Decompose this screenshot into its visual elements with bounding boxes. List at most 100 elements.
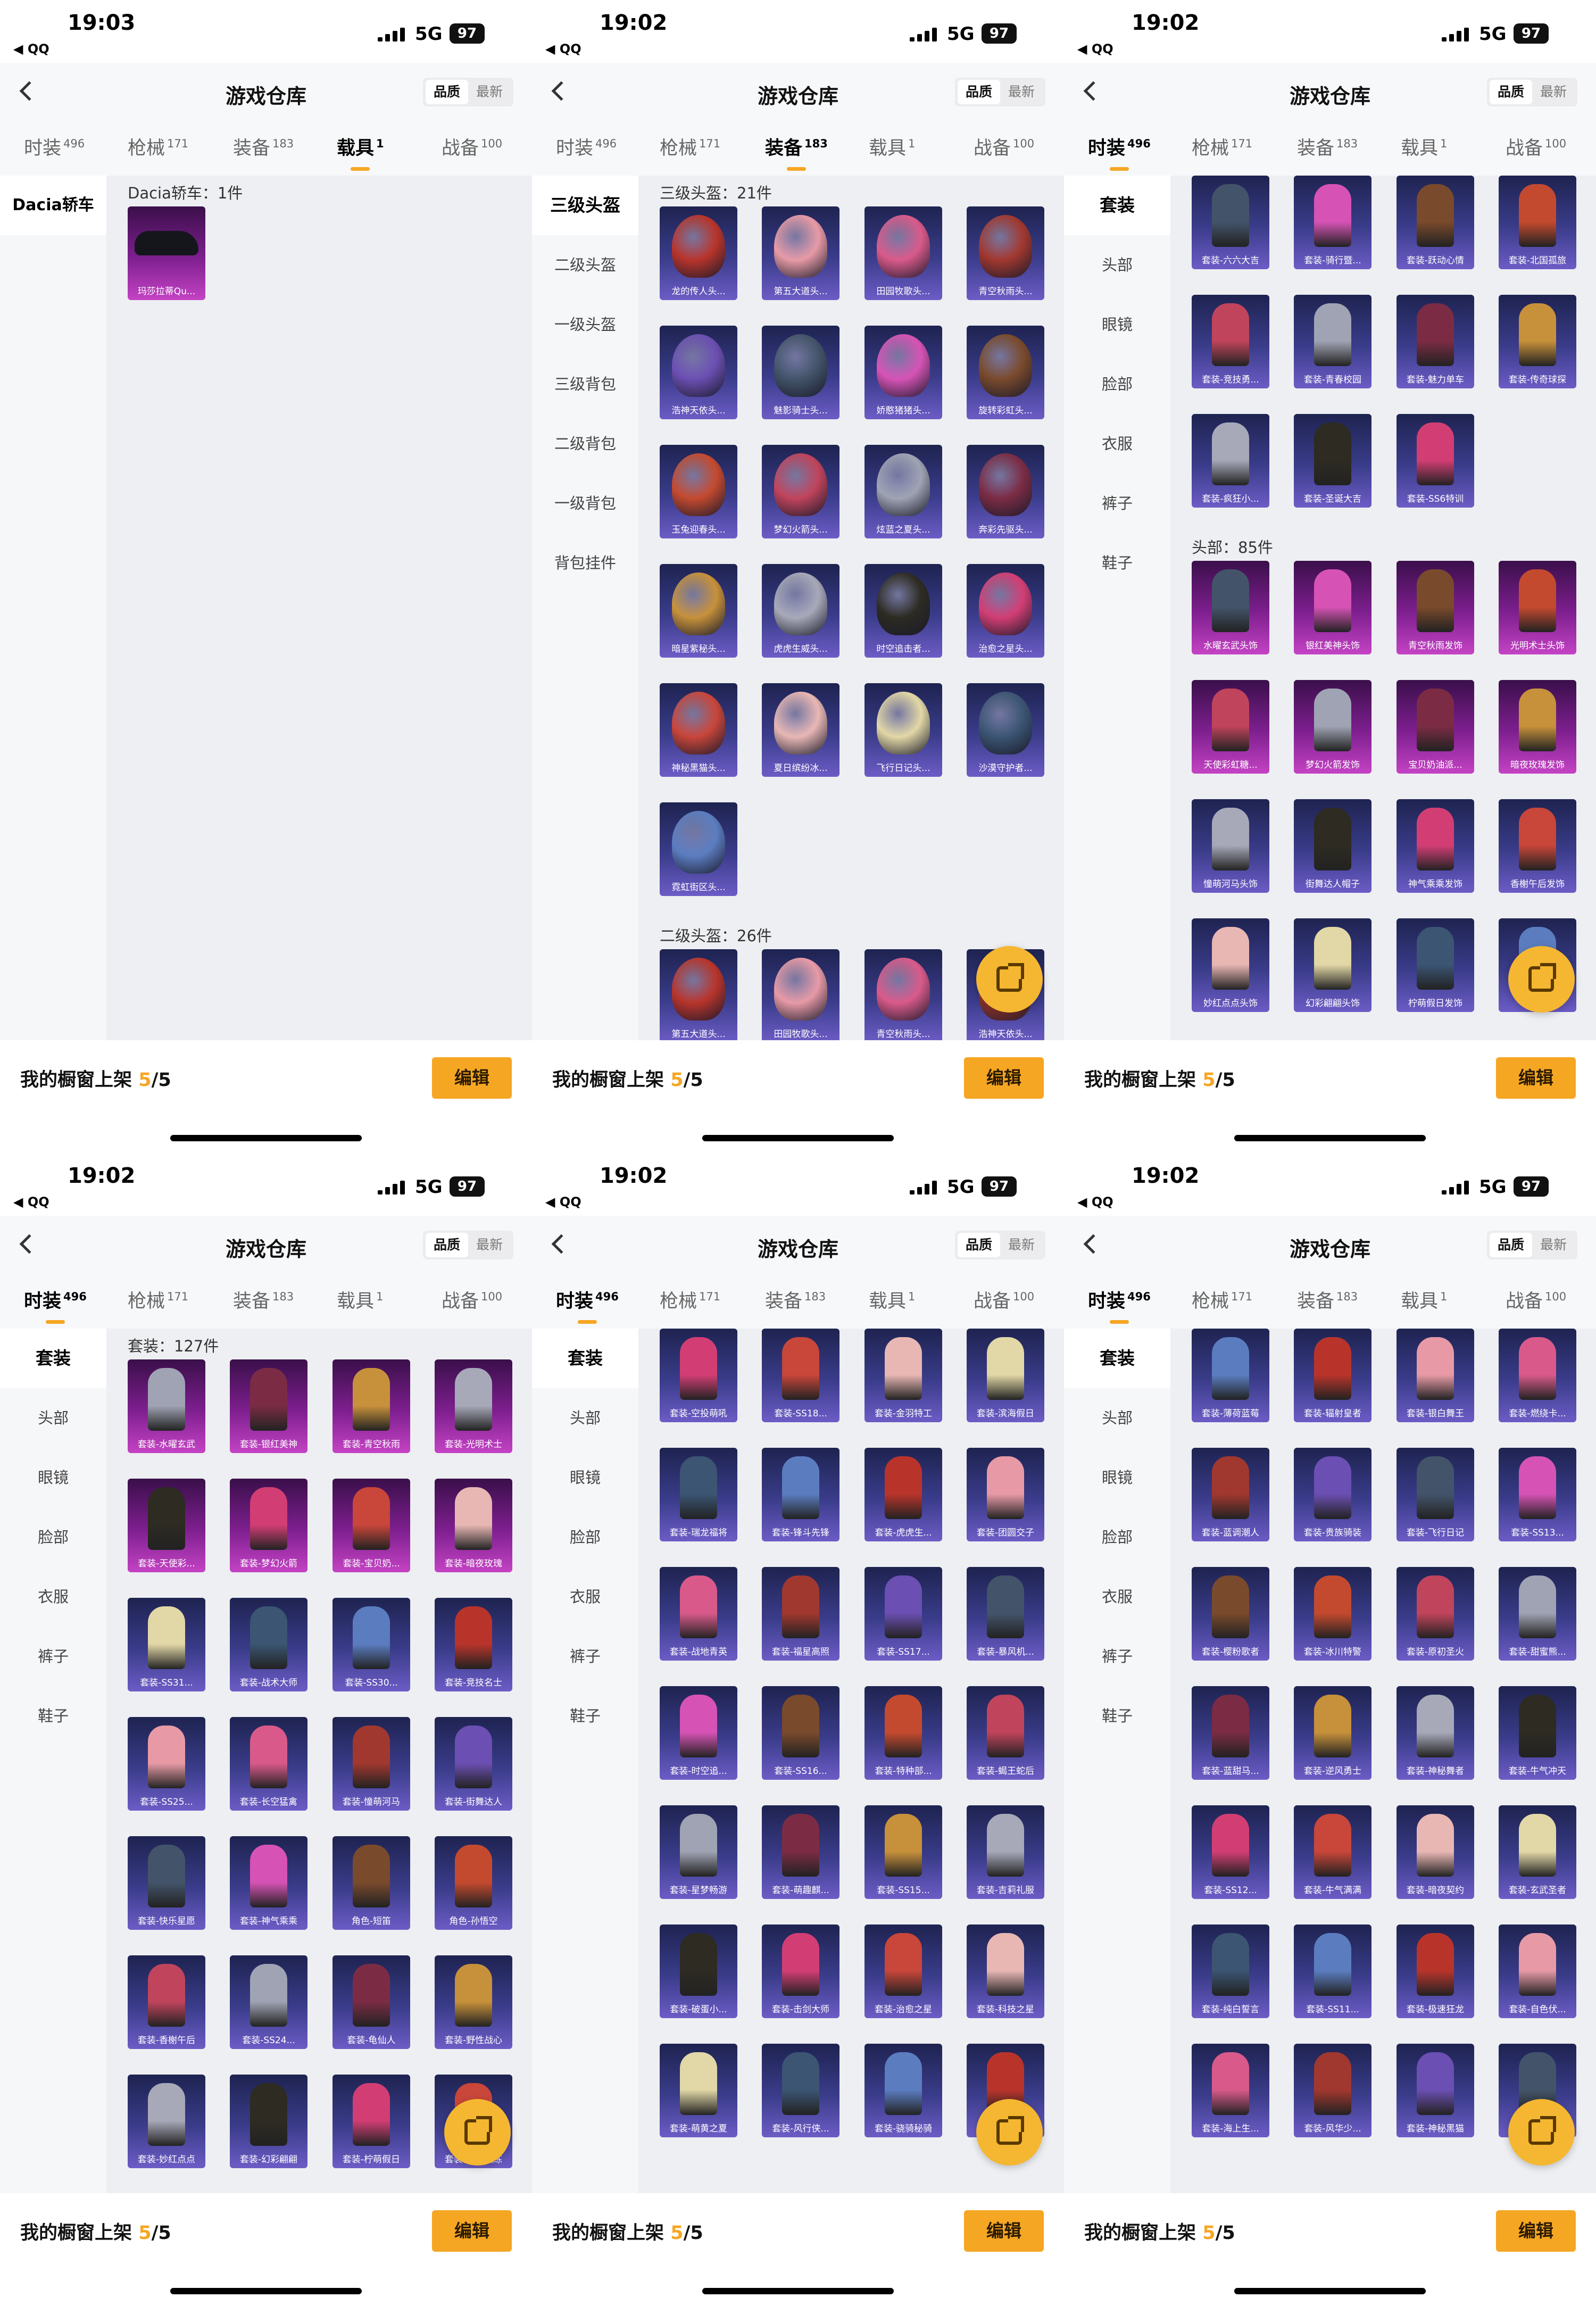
tab-1[interactable]: 枪械 171 <box>660 133 720 160</box>
item-card[interactable]: 套装-战地青英 <box>660 1567 737 1661</box>
share-fab-button[interactable] <box>444 2099 511 2166</box>
tab-1[interactable]: 枪械 171 <box>128 1286 188 1313</box>
item-card[interactable]: 套装-魅力单车 <box>1396 295 1474 388</box>
item-card[interactable]: 套装-星梦畅游 <box>660 1805 737 1899</box>
item-card[interactable]: 沙漠守护者... <box>967 683 1044 777</box>
item-card[interactable]: 套装-樱粉歌者 <box>1192 1567 1269 1661</box>
item-card[interactable]: 套装-蓝调潮人 <box>1192 1448 1269 1541</box>
sidebar-item[interactable]: 头部 <box>1101 1409 1133 1427</box>
item-card[interactable]: 套装-瑞龙福将 <box>660 1448 737 1541</box>
item-card[interactable]: 套装-击剑大师 <box>762 1925 839 2018</box>
tab-4[interactable]: 战备 100 <box>442 1286 502 1313</box>
sidebar-item[interactable]: 脸部 <box>37 1528 69 1546</box>
item-card[interactable]: 香榭午后发饰 <box>1499 799 1576 893</box>
sidebar-item[interactable]: 鞋子 <box>569 1707 601 1725</box>
item-card[interactable]: 套装-宝贝奶... <box>332 1479 410 1572</box>
item-card[interactable]: 套装-SS24... <box>230 1955 307 2049</box>
item-card[interactable]: 套装-憧萌河马 <box>332 1717 410 1811</box>
sidebar-item[interactable]: 套装 <box>1064 176 1170 235</box>
item-card[interactable]: 街舞达人帽子 <box>1294 799 1371 893</box>
item-card[interactable]: 暗星紫秘头... <box>660 564 737 658</box>
item-card[interactable]: 套装-团圆交子 <box>967 1448 1044 1541</box>
item-card[interactable]: 套装-传奇球探 <box>1499 295 1576 388</box>
edit-button[interactable]: 编辑 <box>1496 2210 1576 2252</box>
sidebar-item[interactable]: 眼镜 <box>1101 1469 1133 1487</box>
sort-latest-button[interactable]: 最新 <box>476 1237 503 1252</box>
item-card[interactable]: 套装-破蛋小... <box>660 1925 737 2018</box>
item-card[interactable]: 娇憨猪猪头... <box>864 326 942 419</box>
item-card[interactable]: 套装-贵族骑装 <box>1294 1448 1371 1541</box>
item-card[interactable]: 套装-SS15... <box>864 1805 942 1899</box>
item-card[interactable]: 套装-香榭午后 <box>128 1955 205 2049</box>
item-card[interactable]: 银红美神头饰 <box>1294 561 1371 654</box>
item-card[interactable]: 套装-吉莉礼服 <box>967 1805 1044 1899</box>
tab-3[interactable]: 载具 1 <box>1401 133 1447 160</box>
tab-4[interactable]: 战备 100 <box>442 133 502 160</box>
item-card[interactable]: 套装-神秘舞者 <box>1396 1686 1474 1780</box>
item-card[interactable]: 旋转彩虹头... <box>967 326 1044 419</box>
item-card[interactable]: 套装-圣诞大吉 <box>1294 414 1371 508</box>
sidebar-item[interactable]: 一级背包 <box>554 494 616 512</box>
item-card[interactable]: 田园牧歌头... <box>762 949 839 1040</box>
sidebar-item[interactable]: 裤子 <box>1101 1647 1133 1665</box>
sidebar-item[interactable]: 套装 <box>1064 1329 1170 1388</box>
item-card[interactable]: 飞行日记头... <box>864 683 942 777</box>
item-card[interactable]: 套装-跃动心情 <box>1396 176 1474 269</box>
sidebar-item[interactable]: 二级背包 <box>554 435 616 453</box>
item-card[interactable]: 龙的传人头... <box>660 206 737 300</box>
item-card[interactable]: 套装-疯狂小... <box>1192 414 1269 508</box>
tab-3[interactable]: 载具 1 <box>337 1286 383 1313</box>
item-card[interactable]: 套装-特种部... <box>864 1686 942 1780</box>
item-card[interactable]: 套装-骁骑秘骑 <box>864 2044 942 2137</box>
sort-latest-button[interactable]: 最新 <box>1008 84 1035 99</box>
item-card[interactable]: 神气乘乘发饰 <box>1396 799 1474 893</box>
sidebar-item[interactable]: 衣服 <box>1101 1588 1133 1606</box>
edit-button[interactable]: 编辑 <box>432 1057 512 1099</box>
item-card[interactable]: 套装-甜蜜熊... <box>1499 1567 1576 1661</box>
sidebar-item[interactable]: 鞋子 <box>1101 1707 1133 1725</box>
item-card[interactable]: 青空秋雨发饰 <box>1396 561 1474 654</box>
back-to-qq-link[interactable]: ◀ QQ <box>1077 42 1113 56</box>
back-to-qq-link[interactable]: ◀ QQ <box>13 1195 49 1209</box>
item-card[interactable]: 角色-短笛 <box>332 1836 410 1930</box>
tab-3[interactable]: 载具 1 <box>869 1286 915 1313</box>
sort-quality-button[interactable]: 品质 <box>426 80 468 104</box>
item-card[interactable]: 套装-SS25... <box>128 1717 205 1811</box>
tab-0[interactable]: 时装 496 <box>24 133 85 160</box>
sidebar-item[interactable]: 三级头盔 <box>532 176 638 235</box>
item-card[interactable]: 套装-纯白誓言 <box>1192 1925 1269 2018</box>
item-card[interactable]: 套装-水曜玄武 <box>128 1359 205 1453</box>
tab-2[interactable]: 装备 183 <box>765 133 828 171</box>
tab-2[interactable]: 装备 183 <box>233 133 294 160</box>
item-card[interactable]: 憧萌河马头饰 <box>1192 799 1269 893</box>
item-card[interactable]: 套装-飞行日记 <box>1396 1448 1474 1541</box>
item-card[interactable]: 玉兔迎春头... <box>660 445 737 538</box>
sidebar-item[interactable]: 裤子 <box>1101 494 1133 512</box>
sort-quality-button[interactable]: 品质 <box>958 1233 1000 1257</box>
share-fab-button[interactable] <box>976 2099 1043 2166</box>
sidebar-item[interactable]: Dacia轿车 <box>0 176 106 235</box>
item-card[interactable]: 魅影骑士头... <box>762 326 839 419</box>
sort-latest-button[interactable]: 最新 <box>476 84 503 99</box>
item-card[interactable]: 套装-风华少... <box>1294 2044 1371 2137</box>
item-card[interactable]: 套装-街舞达人 <box>435 1717 512 1811</box>
item-card[interactable]: 套装-空投萌吼 <box>660 1329 737 1422</box>
item-card[interactable]: 霓虹街区头... <box>660 802 737 896</box>
sidebar-item[interactable]: 裤子 <box>37 1647 69 1665</box>
item-card[interactable]: 套装-燃绕卡... <box>1499 1329 1576 1422</box>
item-card[interactable]: 时空追击者... <box>864 564 942 658</box>
sidebar-item[interactable]: 头部 <box>569 1409 601 1427</box>
edit-button[interactable]: 编辑 <box>1496 1057 1576 1099</box>
edit-button[interactable]: 编辑 <box>964 1057 1044 1099</box>
share-fab-button[interactable] <box>1508 2099 1575 2166</box>
sidebar-item[interactable]: 鞋子 <box>37 1707 69 1725</box>
item-card[interactable]: 套装-锋斗先锋 <box>762 1448 839 1541</box>
tab-0[interactable]: 时装 496 <box>1088 1286 1151 1324</box>
item-card[interactable]: 套装-辐射皇者 <box>1294 1329 1371 1422</box>
item-card[interactable]: 妙红点点头饰 <box>1192 918 1269 1012</box>
item-card[interactable]: 套装-自色伏... <box>1499 1925 1576 2018</box>
item-card[interactable]: 套装-骑行暨... <box>1294 176 1371 269</box>
item-card[interactable]: 治愈之星头... <box>967 564 1044 658</box>
back-to-qq-link[interactable]: ◀ QQ <box>13 42 49 56</box>
item-card[interactable]: 套装-银白舞王 <box>1396 1329 1474 1422</box>
